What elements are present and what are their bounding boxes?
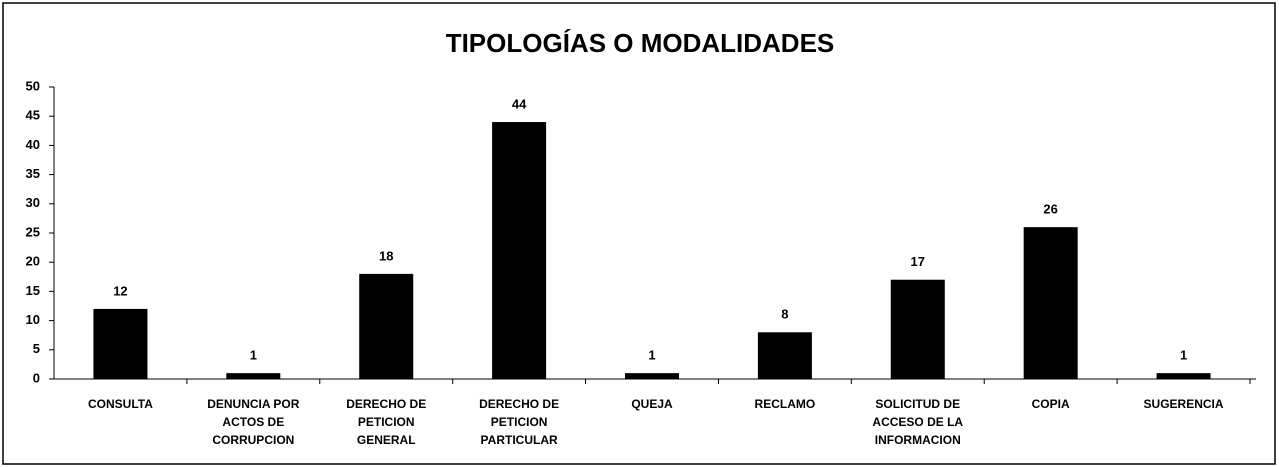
data-label: 44 [512,96,527,111]
data-label: 26 [1043,202,1057,217]
x-tick-label: DERECHO DE PETICION GENERAL [346,397,427,447]
y-tick-label: 10 [26,312,40,327]
bar [625,373,679,379]
data-label: 17 [911,254,925,269]
bar [492,122,547,379]
x-tick-label: COPIA [1031,397,1070,411]
y-tick-label: 50 [26,78,40,93]
bar [1156,373,1211,379]
y-tick-label: 30 [26,195,40,210]
bar [359,273,414,379]
y-tick-label: 0 [33,370,40,385]
data-label: 1 [648,348,655,363]
data-label: 1 [1180,348,1187,363]
x-tick-label: DENUNCIA POR ACTOS DE CORRUPCION [207,397,300,447]
x-tick-label: SOLICITUD DE ACCESO DE LA INFORMACION [872,397,964,447]
bar [93,308,148,379]
y-tick-label: 25 [26,224,40,239]
data-label: 8 [781,307,788,322]
data-label: 12 [113,283,127,298]
bar [226,373,281,379]
y-tick-label: 45 [26,108,40,123]
x-tick-label: CONSULTA [87,397,153,411]
y-tick-label: 5 [33,341,40,356]
y-tick-label: 40 [26,137,40,152]
y-tick-label: 35 [26,166,40,181]
bar [757,332,812,379]
x-tick-label: DERECHO DE PETICION PARTICULAR [479,397,560,447]
bar [1023,227,1078,379]
x-tick-label: QUEJA [631,397,673,411]
y-tick-label: 20 [26,254,40,269]
x-tick-label: RECLAMO [754,397,816,411]
data-label: 18 [379,248,393,263]
x-tick-label: SUGERENCIA [1143,397,1224,411]
data-label: 1 [250,348,257,363]
bar [890,279,945,379]
chart-title: TIPOLOGÍAS O MODALIDADES [446,28,835,58]
y-tick-label: 15 [26,283,40,298]
